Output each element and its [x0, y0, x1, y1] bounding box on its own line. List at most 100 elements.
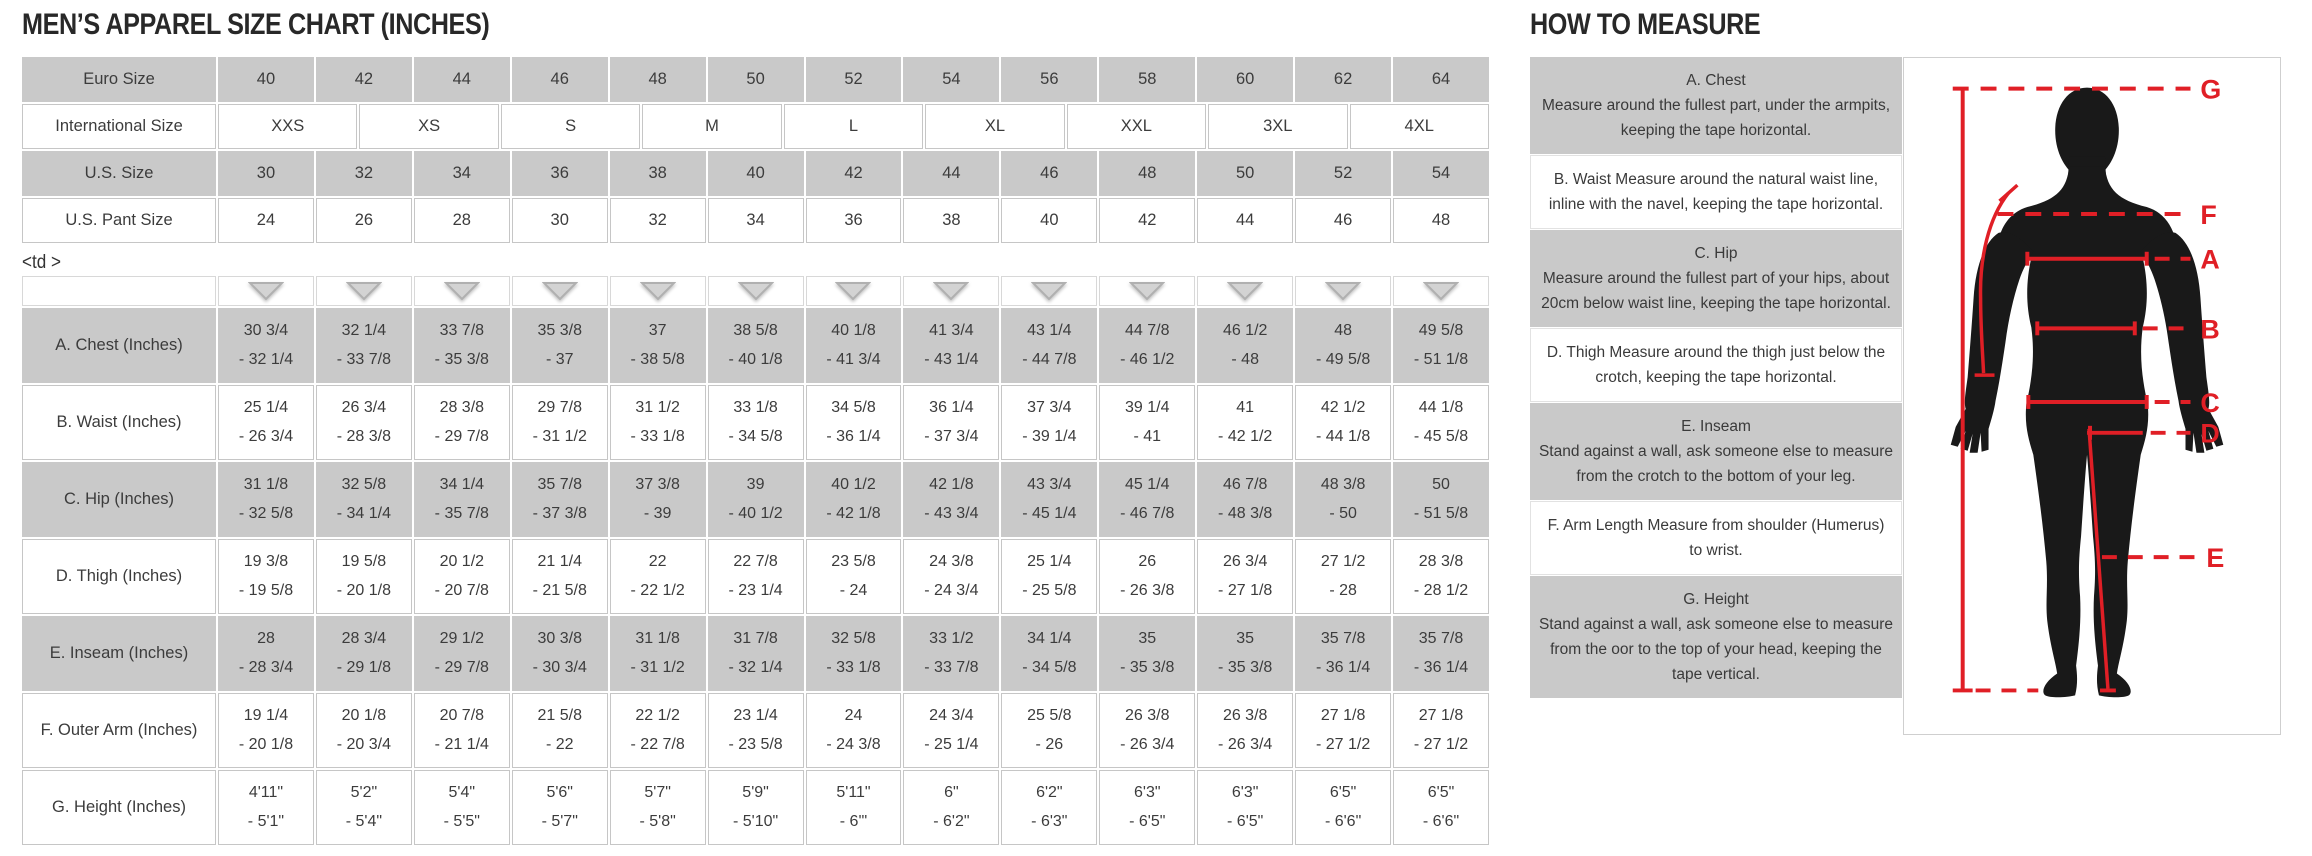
measure-instruction: G. Height Stand against a wall, ask someo… [1530, 576, 1902, 698]
measurement-range-cell: 39- 40 1/2 [707, 462, 804, 537]
instruction-text: Stand against a wall, ask someone else t… [1538, 616, 1894, 683]
sort-cell[interactable] [1393, 276, 1489, 306]
measurement-range-cell: 23 1/4- 23 5/8 [707, 693, 804, 768]
measurement-range-cell: 49 5/8- 51 1/8 [1393, 308, 1489, 383]
table-row: B. Waist (Inches) 25 1/4- 26 3/4 26 3/4- 2… [22, 385, 1489, 460]
sort-cell[interactable] [903, 276, 1000, 306]
size-value-cell: 54 [1393, 151, 1489, 196]
row-label-cell: C. Hip (Inches) [22, 462, 216, 537]
measurement-range-cell: 42 1/2- 44 1/8 [1295, 385, 1392, 460]
sort-cell[interactable] [413, 276, 510, 306]
measurement-range-cell: 33 1/2- 33 7/8 [903, 616, 1000, 691]
sort-arrow-icon[interactable] [345, 281, 382, 301]
size-value-cell: XL [925, 104, 1065, 149]
stray-markup-text: <td > [22, 252, 61, 273]
size-value-cell: 28 [413, 198, 510, 243]
size-value-cell: 26 [315, 198, 412, 243]
sort-cell[interactable] [1295, 276, 1392, 306]
measure-letter-label: G [2200, 75, 2221, 105]
sort-cell[interactable] [315, 276, 412, 306]
size-value-cell: 38 [903, 198, 1000, 243]
table-row: International Size XXS XS S M L XL XXL 3XL 4XL [22, 104, 1489, 149]
measure-instructions-list: A. Chest Measure around the fullest part,… [1530, 57, 1902, 699]
size-value-cell: XS [359, 104, 499, 149]
sort-arrow-icon[interactable] [1423, 281, 1460, 301]
size-value-cell: 34 [413, 151, 510, 196]
measurement-range-cell: 20 1/8- 20 3/4 [315, 693, 412, 768]
size-value-cell: 50 [1197, 151, 1294, 196]
sort-cell[interactable] [805, 276, 902, 306]
sort-cell[interactable] [707, 276, 804, 306]
inseam-line [2087, 428, 2110, 689]
size-value-cell: 50 [707, 57, 804, 102]
row-label-cell: A. Chest (Inches) [22, 308, 216, 383]
sort-arrow-icon[interactable] [737, 281, 774, 301]
size-value-cell: 32 [315, 151, 412, 196]
measurement-range-cell: 25 1/4- 26 3/4 [218, 385, 314, 460]
size-value-cell: 60 [1197, 57, 1294, 102]
measurement-range-cell: 30 3/8- 30 3/4 [511, 616, 608, 691]
instruction-heading: G. Height [1683, 591, 1749, 608]
table-row: F. Outer Arm (Inches) 19 1/4- 20 1/8 20 1/… [22, 693, 1489, 768]
sort-arrow-icon[interactable] [247, 281, 284, 301]
sort-arrow-icon[interactable] [835, 281, 872, 301]
measurement-range-cell: 29 1/2- 29 7/8 [413, 616, 510, 691]
table-row: U.S. Size 30 32 34 36 38 40 42 44 46 48 50 52 54 [22, 151, 1489, 196]
size-value-cell: 44 [1197, 198, 1294, 243]
measurement-range-cell: 26 3/4- 28 3/8 [315, 385, 412, 460]
row-label-cell: International Size [22, 104, 216, 149]
size-value-cell: 44 [413, 57, 510, 102]
measurement-range-cell: 25 1/4- 25 5/8 [1001, 539, 1098, 614]
measurement-range-cell: 6" - 6'2" [903, 770, 1000, 845]
sort-arrow-icon[interactable] [443, 281, 480, 301]
measurement-range-cell: 37 3/4- 39 1/4 [1001, 385, 1098, 460]
measurement-range-cell: 43 3/4- 45 1/4 [1001, 462, 1098, 537]
size-value-cell: 56 [1001, 57, 1098, 102]
sort-cell[interactable] [1001, 276, 1098, 306]
how-to-measure-title: HOW TO MEASURE [1530, 8, 1761, 41]
sort-arrow-icon[interactable] [1129, 281, 1166, 301]
size-value-cell: XXS [218, 104, 358, 149]
row-label-cell: G. Height (Inches) [22, 770, 216, 845]
measure-instruction: F. Arm Length Measure from shoulder (Hum… [1530, 501, 1902, 575]
sort-arrow-icon[interactable] [1031, 281, 1068, 301]
measurement-range-cell: 20 7/8- 21 1/4 [413, 693, 510, 768]
sort-arrow-icon[interactable] [1325, 281, 1362, 301]
instruction-text: Stand against a wall, ask someone else t… [1538, 443, 1894, 485]
measurement-range-cell: 31 1/2- 33 1/8 [609, 385, 706, 460]
measurement-range-cell: 24- 24 3/8 [805, 693, 902, 768]
measurement-range-cell: 44 7/8- 46 1/2 [1099, 308, 1196, 383]
sort-arrow-icon[interactable] [933, 281, 970, 301]
measurements-table: A. Chest (Inches) 30 3/4- 32 1/4 32 1/4- 3… [22, 276, 1489, 847]
row-label-cell: U.S. Pant Size [22, 198, 216, 243]
sort-arrow-icon[interactable] [541, 281, 578, 301]
table-row: E. Inseam (Inches) 28- 28 3/4 28 3/4- 29 1… [22, 616, 1489, 691]
instruction-heading: C. Hip [1694, 245, 1738, 262]
measure-letter-label: A [2200, 245, 2219, 275]
sort-arrow-icon[interactable] [639, 281, 676, 301]
measure-letter-label: E [2206, 543, 2224, 573]
measurement-range-cell: 6'3" - 6'5" [1099, 770, 1196, 845]
sort-cell[interactable] [511, 276, 608, 306]
measurement-range-cell: 6'3" - 6'5" [1197, 770, 1294, 845]
table-row: A. Chest (Inches) 30 3/4- 32 1/4 32 1/4- 3… [22, 308, 1489, 383]
measurement-range-cell: 46 1/2- 48 [1197, 308, 1294, 383]
measure-instruction: D. Thigh Measure around the thigh just b… [1530, 328, 1902, 402]
size-value-cell: 30 [511, 198, 608, 243]
measurement-range-cell: 44 1/8- 45 5/8 [1393, 385, 1489, 460]
measurement-range-cell: 22 7/8- 23 1/4 [707, 539, 804, 614]
measurement-range-cell: 5'7" - 5'8" [609, 770, 706, 845]
measurement-range-cell: 32 1/4- 33 7/8 [315, 308, 412, 383]
sort-cell[interactable] [218, 276, 314, 306]
measure-instruction: E. Inseam Stand against a wall, ask someo… [1530, 403, 1902, 500]
sort-cell[interactable] [609, 276, 706, 306]
measurement-range-cell: 33 1/8- 34 5/8 [707, 385, 804, 460]
measurement-range-cell: 48- 49 5/8 [1295, 308, 1392, 383]
sort-cell[interactable] [1197, 276, 1294, 306]
sort-arrow-icon[interactable] [1227, 281, 1264, 301]
measurement-range-cell: 5'9" - 5'10" [707, 770, 804, 845]
sort-cell[interactable] [1099, 276, 1196, 306]
row-label-cell: Euro Size [22, 57, 216, 102]
